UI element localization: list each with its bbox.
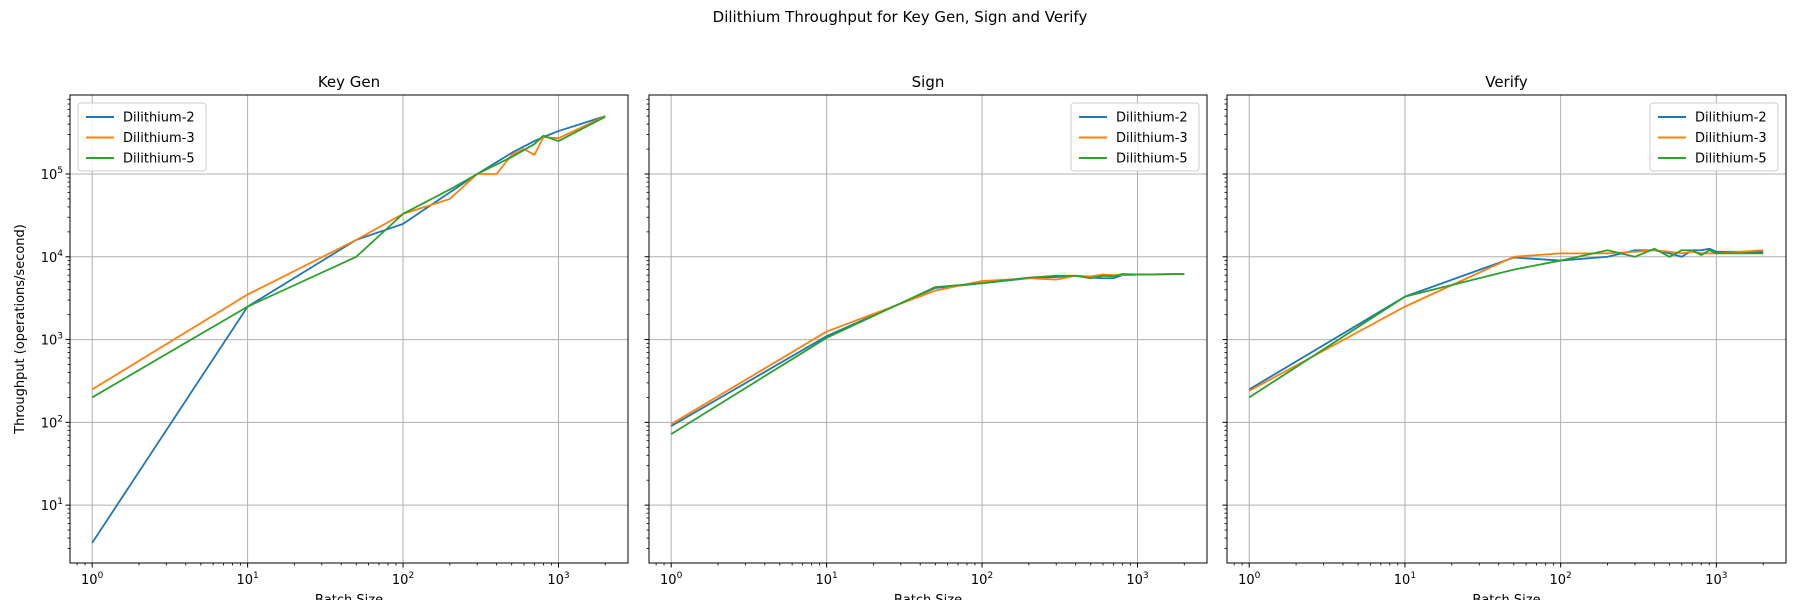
axes-frame bbox=[1226, 94, 1787, 564]
y-axis-label: Throughput (operations/second) bbox=[13, 224, 28, 435]
series-line-dilithium-2 bbox=[91, 115, 606, 544]
x-tick-label-text: 103 bbox=[1126, 571, 1148, 588]
x-tick-label: 103 bbox=[547, 571, 569, 588]
y-tick-label: 102 bbox=[41, 414, 63, 431]
y-tick-label-text: 101 bbox=[41, 497, 63, 514]
x-tick-label-text: 102 bbox=[392, 571, 414, 588]
axes-frame bbox=[69, 94, 629, 564]
subplot-title: Verify bbox=[1485, 73, 1528, 91]
x-tick-label: 101 bbox=[236, 571, 258, 588]
x-tick-label-text: 103 bbox=[547, 571, 569, 588]
legend-label: Dilithium-5 bbox=[1116, 152, 1188, 167]
panel-2: 100101102103VerifyBatch SizeDilithium-2D… bbox=[1222, 73, 1787, 600]
series-line-dilithium-5 bbox=[1248, 247, 1764, 399]
x-tick-label: 100 bbox=[81, 571, 104, 588]
x-axis-label: Batch Size bbox=[315, 593, 383, 600]
x-tick-label: 101 bbox=[1394, 571, 1416, 588]
legend-label: Dilithium-2 bbox=[123, 111, 195, 126]
y-tick-label: 103 bbox=[41, 332, 63, 349]
series-line-dilithium-2 bbox=[1248, 247, 1764, 391]
series-line-dilithium-3 bbox=[1248, 249, 1764, 392]
series-line-dilithium-3 bbox=[91, 115, 606, 391]
panel-1: 100101102103SignBatch SizeDilithium-2Dil… bbox=[644, 73, 1208, 600]
y-tick-label-text: 105 bbox=[41, 166, 63, 183]
y-tick-label: 104 bbox=[41, 249, 64, 266]
x-axis-label: Batch Size bbox=[894, 593, 962, 600]
legend-label: Dilithium-3 bbox=[123, 131, 195, 146]
series-line-dilithium-5 bbox=[91, 116, 606, 399]
y-tick-label-text: 102 bbox=[41, 414, 63, 431]
x-tick-label-text: 102 bbox=[971, 571, 993, 588]
x-tick-label: 102 bbox=[971, 571, 993, 588]
legend-box bbox=[1070, 102, 1200, 172]
x-tick-label-text: 101 bbox=[815, 571, 837, 588]
y-tick-label: 105 bbox=[41, 166, 63, 183]
legend-label: Dilithium-2 bbox=[1116, 111, 1188, 126]
x-tick-label: 101 bbox=[815, 571, 837, 588]
x-tick-label: 100 bbox=[1238, 571, 1261, 588]
legend: Dilithium-2 Dilithium-3 Dilithium-5 bbox=[77, 102, 207, 172]
subplot-title: Key Gen bbox=[318, 73, 380, 91]
panel-0: 100 101 102 103 101 102 103 104 105 Key Gen Batch … bbox=[13, 73, 629, 600]
series-line-dilithium-2 bbox=[670, 273, 1185, 427]
legend-label: Dilithium-5 bbox=[123, 152, 195, 167]
legend: Dilithium-2 Dilithium-3 Dilithium-5 bbox=[1070, 102, 1200, 172]
x-tick-label-text: 102 bbox=[1550, 571, 1572, 588]
figure-title: Dilithium Throughput for Key Gen, Sign a… bbox=[712, 8, 1088, 26]
x-tick-label-text: 101 bbox=[236, 571, 258, 588]
legend-box bbox=[77, 102, 207, 172]
legend-label: Dilithium-3 bbox=[1116, 131, 1188, 146]
legend-label: Dilithium-5 bbox=[1695, 152, 1767, 167]
axes-frame bbox=[648, 94, 1208, 564]
x-tick-label: 102 bbox=[392, 571, 414, 588]
legend: Dilithium-2 Dilithium-3 Dilithium-5 bbox=[1649, 102, 1779, 172]
subplot-title: Sign bbox=[912, 73, 945, 91]
legend-box bbox=[1649, 102, 1779, 172]
y-tick-label-text: 104 bbox=[41, 249, 64, 266]
x-tick-label-text: 100 bbox=[660, 571, 683, 588]
x-tick-label-text: 100 bbox=[81, 571, 104, 588]
x-tick-label: 103 bbox=[1126, 571, 1148, 588]
x-tick-label: 100 bbox=[660, 571, 683, 588]
legend-label: Dilithium-3 bbox=[1695, 131, 1767, 146]
y-tick-label-text: 103 bbox=[41, 332, 63, 349]
x-tick-label-text: 101 bbox=[1394, 571, 1416, 588]
y-tick-label: 101 bbox=[41, 497, 63, 514]
x-tick-label-text: 103 bbox=[1705, 571, 1727, 588]
x-tick-label: 102 bbox=[1550, 571, 1572, 588]
x-axis-label: Batch Size bbox=[1472, 593, 1540, 600]
series-line-dilithium-5 bbox=[670, 273, 1185, 435]
series-line-dilithium-3 bbox=[670, 273, 1185, 425]
x-tick-label: 103 bbox=[1705, 571, 1727, 588]
x-tick-label-text: 100 bbox=[1238, 571, 1261, 588]
legend-label: Dilithium-2 bbox=[1695, 111, 1767, 126]
